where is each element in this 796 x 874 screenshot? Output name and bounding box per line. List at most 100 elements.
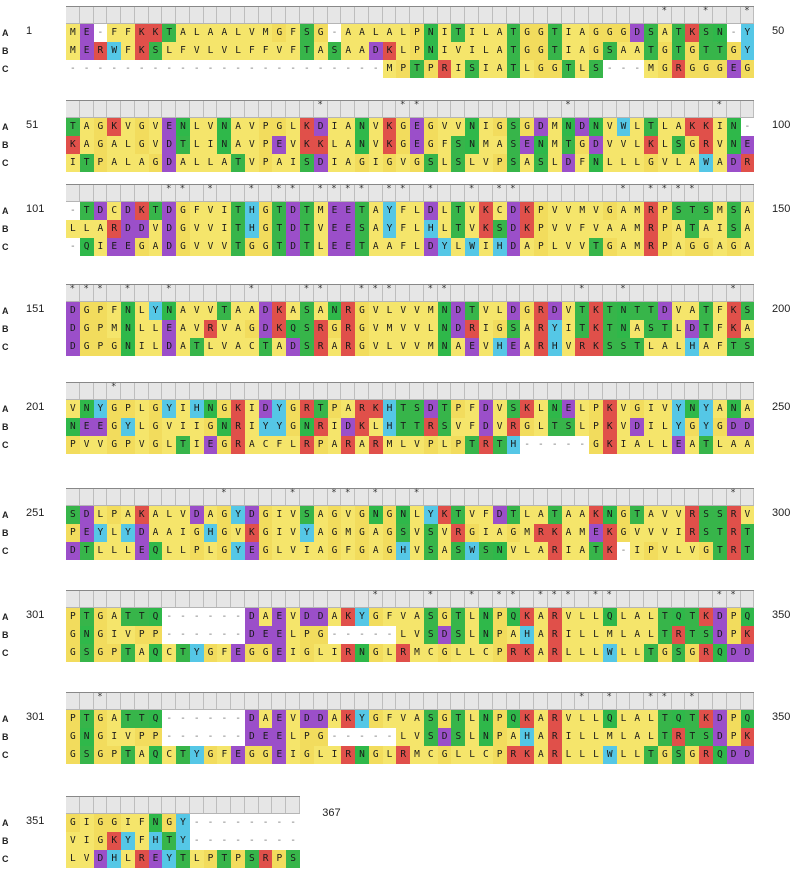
residue-cell: T bbox=[396, 400, 411, 418]
residue-cell: I bbox=[286, 154, 301, 172]
residue-cell: G bbox=[258, 746, 273, 764]
residue-cell: V bbox=[478, 302, 493, 320]
residue-cell: T bbox=[313, 400, 328, 418]
residue-cell: T bbox=[644, 42, 658, 60]
conservation-cell bbox=[272, 383, 287, 399]
residue-cell: A bbox=[712, 400, 727, 418]
residue-cell: M bbox=[630, 220, 645, 238]
residue-cell: A bbox=[176, 338, 190, 356]
residue-cell: S bbox=[396, 524, 411, 542]
residue-cell: V bbox=[437, 524, 452, 542]
conservation-cell bbox=[244, 101, 259, 117]
conservation-cell bbox=[561, 185, 576, 201]
residue-cell: T bbox=[589, 238, 603, 256]
residue-cell: T bbox=[217, 302, 232, 320]
residue-cell: G bbox=[534, 24, 548, 42]
residue-cell: D bbox=[286, 202, 301, 220]
conservation-cell bbox=[107, 185, 122, 201]
conservation-cell bbox=[465, 693, 479, 709]
sequence-label: B bbox=[2, 324, 9, 334]
conservation-cell bbox=[492, 101, 507, 117]
conservation-bar: * * * * * bbox=[66, 100, 755, 118]
conservation-cell bbox=[423, 489, 438, 505]
residue-cell: N bbox=[534, 136, 548, 154]
residue-cell: L bbox=[396, 626, 411, 644]
residue-cell: L bbox=[382, 302, 397, 320]
residue-cell: V bbox=[286, 608, 301, 626]
residue-cell: G bbox=[602, 238, 617, 256]
conservation-cell bbox=[740, 489, 755, 505]
conservation-cell: * bbox=[423, 185, 438, 201]
residue-cell: L bbox=[410, 220, 424, 238]
residue-cell: T bbox=[685, 626, 700, 644]
conservation-cell bbox=[396, 7, 411, 23]
conservation-cell: * bbox=[671, 185, 686, 201]
gap-cell: - bbox=[217, 832, 232, 850]
conservation-cell: * bbox=[327, 185, 342, 201]
conservation-cell bbox=[575, 489, 590, 505]
gap-cell: - bbox=[231, 710, 245, 728]
residue-cell: T bbox=[644, 302, 658, 320]
residue-cell: L bbox=[162, 42, 177, 60]
residue-cell: K bbox=[589, 320, 603, 338]
residue-cell: D bbox=[313, 608, 328, 626]
residue-cell: G bbox=[423, 118, 438, 136]
residue-cell: A bbox=[671, 118, 686, 136]
conservation-cell bbox=[575, 101, 590, 117]
conservation-cell bbox=[355, 693, 369, 709]
residue-cell: F bbox=[382, 710, 397, 728]
conservation-cell bbox=[162, 7, 177, 23]
residue-cell: E bbox=[740, 136, 755, 154]
residue-cell: A bbox=[657, 24, 672, 42]
conservation-cell bbox=[176, 7, 190, 23]
gap-cell: - bbox=[66, 202, 80, 220]
residue-cell: A bbox=[327, 436, 342, 454]
block-end-position: 200 bbox=[772, 303, 791, 315]
conservation-cell bbox=[231, 489, 245, 505]
residue-cell: A bbox=[616, 42, 631, 60]
residue-cell: M bbox=[575, 524, 590, 542]
residue-cell: R bbox=[547, 710, 562, 728]
residue-cell: G bbox=[382, 506, 397, 524]
residue-cell: G bbox=[355, 320, 369, 338]
conservation-cell bbox=[189, 489, 204, 505]
conservation-cell bbox=[121, 797, 135, 813]
residue-cell: A bbox=[726, 436, 741, 454]
residue-cell: D bbox=[66, 302, 80, 320]
residue-cell: S bbox=[671, 746, 686, 764]
residue-cell: G bbox=[726, 42, 741, 60]
residue-cell: I bbox=[616, 436, 631, 454]
gap-cell: - bbox=[203, 814, 218, 832]
residue-cell: G bbox=[492, 320, 507, 338]
gap-cell: - bbox=[740, 118, 755, 136]
residue-cell: E bbox=[231, 644, 245, 662]
residue-cell: R bbox=[396, 644, 411, 662]
residue-cell: T bbox=[699, 302, 713, 320]
alignment-block: * * * * * * * * * * * * 301 350 A P T G A T T Q - - - - - - D A E V D D A K… bbox=[0, 584, 796, 668]
residue-cell: D bbox=[575, 118, 590, 136]
residue-cell: P bbox=[589, 400, 603, 418]
conservation-cell: * bbox=[547, 591, 562, 607]
conservation-cell bbox=[644, 7, 658, 23]
residue-cell: K bbox=[520, 644, 535, 662]
residue-cell: Y bbox=[699, 400, 713, 418]
conservation-cell bbox=[217, 185, 232, 201]
residue-cell: I bbox=[107, 728, 122, 746]
residue-cell: K bbox=[602, 542, 617, 560]
residue-cell: P bbox=[66, 710, 80, 728]
residue-cell: A bbox=[79, 118, 94, 136]
conservation-cell bbox=[93, 383, 108, 399]
sequence-label: C bbox=[2, 750, 9, 760]
conservation-cell bbox=[300, 489, 314, 505]
sequence-label: A bbox=[2, 306, 9, 316]
residue-cell: V bbox=[685, 542, 700, 560]
gap-cell: - bbox=[616, 60, 631, 78]
residue-cell: N bbox=[437, 302, 452, 320]
residue-cell: I bbox=[121, 814, 135, 832]
residue-cell: S bbox=[699, 24, 713, 42]
gap-cell: - bbox=[272, 60, 287, 78]
conservation-cell bbox=[272, 693, 287, 709]
conservation-cell: * bbox=[726, 591, 741, 607]
